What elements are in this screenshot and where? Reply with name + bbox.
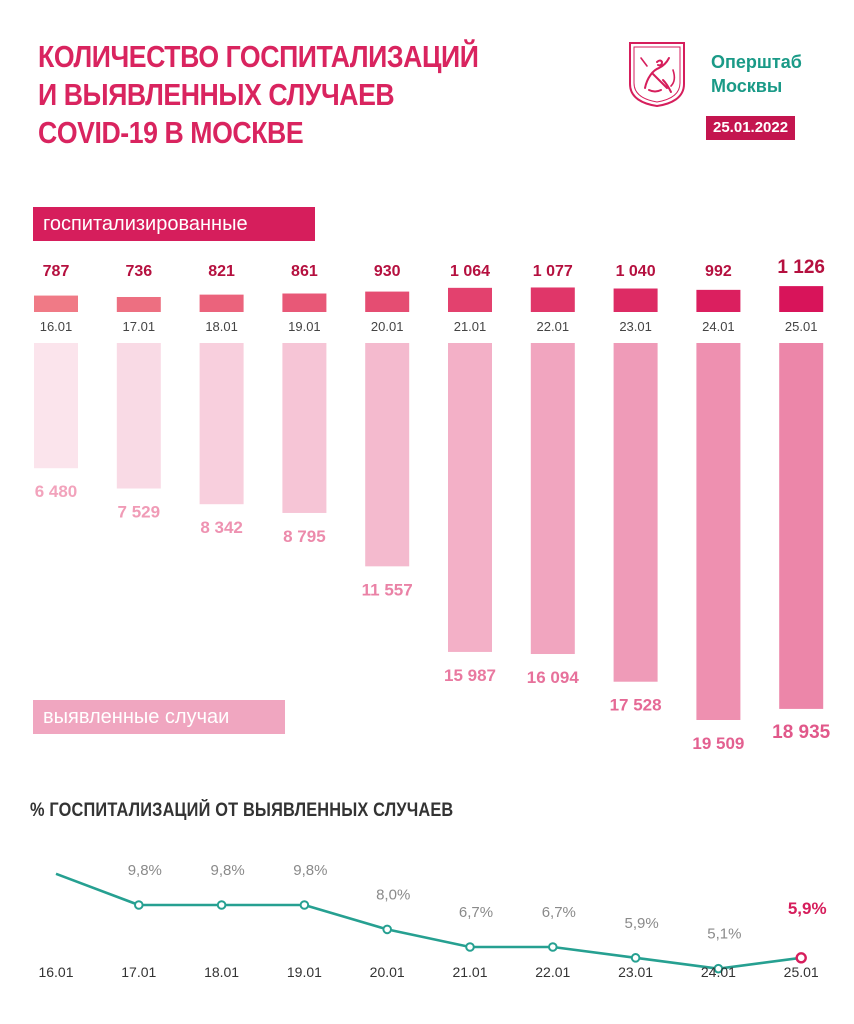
pct-date-label-17.01: 17.01 xyxy=(121,964,156,980)
cases-value-label-22.01: 16 094 xyxy=(527,668,580,687)
date-label-24.01: 24.01 xyxy=(702,319,735,334)
hosp-bar-25.01 xyxy=(779,286,824,312)
pct-point-24.01 xyxy=(713,963,724,974)
date-label-16.01: 16.01 xyxy=(40,319,73,334)
pct-date-label-23.01: 23.01 xyxy=(618,964,653,980)
hosp-value-label-21.01: 1 064 xyxy=(450,263,490,280)
cases-bar-20.01 xyxy=(365,343,410,567)
pct-point-20.01 xyxy=(382,924,393,935)
cases-value-label-24.01: 19 509 xyxy=(692,734,744,753)
hosp-bar-24.01 xyxy=(696,289,741,312)
pct-value-label-25.01: 5,9% xyxy=(788,899,827,918)
hosp-bar-19.01 xyxy=(282,293,327,312)
pct-date-label-18.01: 18.01 xyxy=(204,964,239,980)
title-line-3: COVID-19 В МОСКВЕ xyxy=(38,115,304,150)
hosp-value-label-20.01: 930 xyxy=(374,263,401,280)
cases-bar-24.01 xyxy=(696,343,741,720)
hosp-value-label-25.01: 1 126 xyxy=(777,257,825,278)
hosp-bar-17.01 xyxy=(116,296,161,312)
pct-point-25.01 xyxy=(795,952,807,964)
brand-line-1: Оперштаб xyxy=(711,52,802,72)
cases-value-label-23.01: 17 528 xyxy=(610,696,662,715)
pct-date-label-24.01: 24.01 xyxy=(701,964,736,980)
cases-value-label-21.01: 15 987 xyxy=(444,666,496,685)
pct-point-19.01 xyxy=(299,900,310,910)
brand-line-2: Москвы xyxy=(711,76,783,96)
cases-value-label-20.01: 11 557 xyxy=(362,580,413,599)
pct-value-label-23.01: 5,9% xyxy=(624,915,658,932)
pct-date-label-25.01: 25.01 xyxy=(784,964,819,980)
cases-bar-23.01 xyxy=(613,343,658,682)
page-title: КОЛИЧЕСТВО ГОСПИТАЛИЗАЦИЙ И ВЫЯВЛЕННЫХ С… xyxy=(38,38,479,152)
pct-value-label-21.01: 6,7% xyxy=(459,904,493,921)
pct-point-22.01 xyxy=(548,942,558,952)
hosp-value-label-17.01: 736 xyxy=(125,263,152,280)
pct-date-label-16.01: 16.01 xyxy=(38,964,73,980)
pct-value-label-20.01: 8,0% xyxy=(376,886,410,903)
pct-date-label-22.01: 22.01 xyxy=(535,964,570,980)
pct-point-23.01 xyxy=(630,953,641,963)
cases-bar-21.01 xyxy=(448,343,492,652)
pct-point-17.01 xyxy=(134,900,144,910)
hosp-bar-21.01 xyxy=(448,287,492,312)
pct-series-line xyxy=(55,872,802,970)
pct-point-18.01 xyxy=(216,900,227,910)
hosp-value-label-19.01: 861 xyxy=(291,263,318,280)
hosp-bar-23.01 xyxy=(613,288,658,312)
cases-value-label-17.01: 7 529 xyxy=(118,502,161,521)
pct-value-label-18.01: 9,8% xyxy=(210,862,244,879)
hosp-bar-18.01 xyxy=(199,294,244,312)
hospitalized-legend-label: госпитализированные xyxy=(33,207,315,241)
cases-value-label-25.01: 18 935 xyxy=(772,722,831,743)
hosp-value-label-22.01: 1 077 xyxy=(533,263,573,280)
date-label-17.01: 17.01 xyxy=(123,319,156,334)
pct-value-label-17.01: 9,8% xyxy=(128,862,162,879)
cases-bar-22.01 xyxy=(530,343,575,655)
cases-bar-18.01 xyxy=(199,343,244,505)
hosp-value-label-18.01: 821 xyxy=(208,263,235,280)
cases-bar-25.01 xyxy=(779,343,824,709)
pct-value-label-19.01: 9,8% xyxy=(293,862,327,879)
pct-value-label-24.01: 5,1% xyxy=(707,926,741,943)
date-label-21.01: 21.01 xyxy=(454,319,487,334)
cases-bar-17.01 xyxy=(116,343,161,489)
cases-bar-19.01 xyxy=(282,343,327,513)
date-label-20.01: 20.01 xyxy=(371,319,404,334)
date-label-18.01: 18.01 xyxy=(205,319,238,334)
brand-name: Оперштаб Москвы xyxy=(711,50,802,98)
date-label-22.01: 22.01 xyxy=(537,319,570,334)
pct-point-21.01 xyxy=(465,942,475,952)
pct-date-label-20.01: 20.01 xyxy=(370,964,405,980)
pct-date-label-19.01: 19.01 xyxy=(287,964,322,980)
hosp-bar-16.01 xyxy=(34,295,78,312)
date-label-19.01: 19.01 xyxy=(288,319,321,334)
title-line-2: И ВЫЯВЛЕННЫХ СЛУЧАЕВ xyxy=(38,77,395,112)
hosp-bar-20.01 xyxy=(365,291,410,312)
hosp-value-label-23.01: 1 040 xyxy=(616,263,656,280)
hosp-bar-22.01 xyxy=(530,287,575,312)
cases-legend-label: выявленные случаи xyxy=(33,700,285,734)
cases-value-label-18.01: 8 342 xyxy=(200,518,243,537)
date-badge: 25.01.2022 xyxy=(706,116,796,140)
date-label-25.01: 25.01 xyxy=(785,319,818,334)
pct-date-label-21.01: 21.01 xyxy=(452,964,487,980)
hosp-value-label-24.01: 992 xyxy=(705,263,732,280)
cases-value-label-16.01: 6 480 xyxy=(35,482,78,501)
moscow-coat-of-arms-icon xyxy=(629,42,685,108)
hosp-value-label-16.01: 787 xyxy=(43,263,70,280)
pct-chart-title: % ГОСПИТАЛИЗАЦИЙ ОТ ВЫЯВЛЕННЫХ СЛУЧАЕВ xyxy=(30,800,454,821)
cases-bar-16.01 xyxy=(34,343,78,469)
date-label-23.01: 23.01 xyxy=(619,319,652,334)
title-line-1: КОЛИЧЕСТВО ГОСПИТАЛИЗАЦИЙ xyxy=(38,39,479,74)
cases-value-label-19.01: 8 795 xyxy=(283,527,326,546)
pct-value-label-22.01: 6,7% xyxy=(542,904,576,921)
